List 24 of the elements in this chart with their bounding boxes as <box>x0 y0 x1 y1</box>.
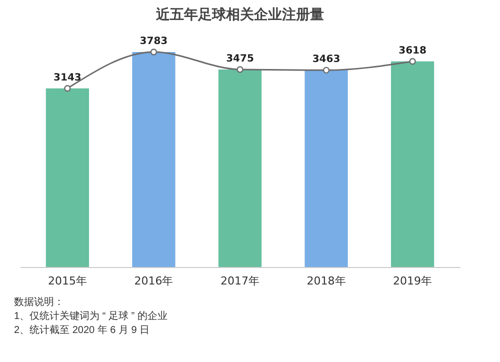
point <box>322 66 330 74</box>
point <box>409 58 416 65</box>
bar <box>218 70 262 267</box>
x-tick-label: 2017年 <box>220 274 260 288</box>
x-tick-label: 2016年 <box>134 274 174 288</box>
data-label: 3143 <box>54 72 82 84</box>
bar <box>304 70 348 267</box>
text: 数据说明： <box>14 296 65 310</box>
text: 2、统计截至 2020 年 6 月 9 日 <box>14 324 151 338</box>
bar <box>132 52 176 267</box>
bar <box>390 61 434 267</box>
text: 1、仅统计关键词为 “ 足球 ” 的企业 <box>14 310 168 324</box>
x-tick-label: 2015年 <box>48 274 87 288</box>
data-label: 3618 <box>398 45 426 56</box>
data-label: 3783 <box>140 36 168 47</box>
point <box>64 85 71 92</box>
point <box>150 48 158 56</box>
data-label: 3463 <box>312 54 340 66</box>
bar <box>46 88 90 267</box>
chart-title: 近五年足球相关企业注册量 <box>155 6 324 23</box>
data-label: 3475 <box>226 54 254 65</box>
x-tick-label: 2018年 <box>306 274 346 288</box>
point <box>236 66 244 73</box>
x-tick-label: 2019年 <box>393 274 432 288</box>
